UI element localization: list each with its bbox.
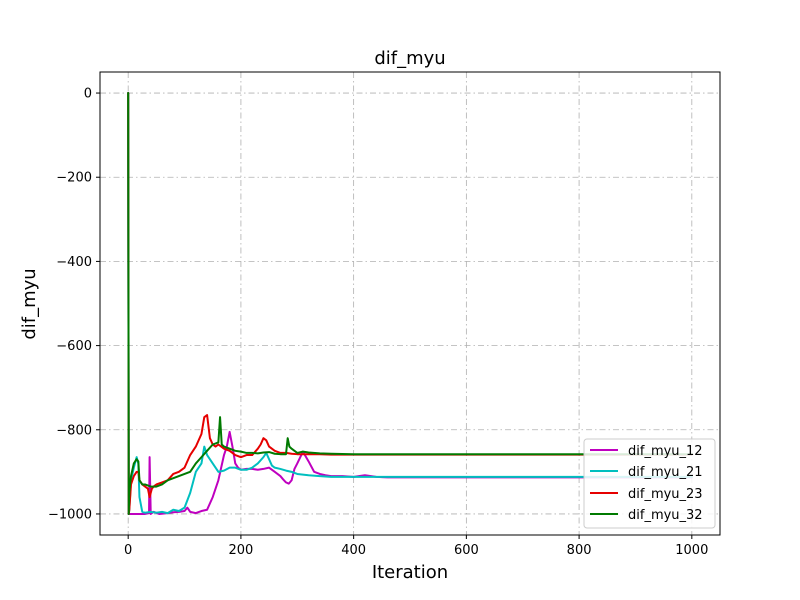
legend-entry: dif_myu_12 <box>590 444 703 459</box>
legend-entry: dif_myu_21 <box>590 465 703 480</box>
series-line-dif_myu_32 <box>127 92 693 515</box>
x-tick-label: 0 <box>124 543 132 558</box>
y-tick-label: −400 <box>56 255 92 270</box>
x-tick-label: 800 <box>567 543 592 558</box>
x-tick-label: 400 <box>341 543 366 558</box>
legend-label: dif_myu_32 <box>628 508 703 523</box>
legend: dif_myu_12 dif_myu_21 dif_myu_23 dif_myu… <box>583 438 716 529</box>
x-tick-label: 1000 <box>675 543 708 558</box>
x-tick-label: 200 <box>228 543 253 558</box>
series-lines <box>127 92 693 515</box>
legend-label: dif_myu_21 <box>628 465 703 480</box>
series-line-dif_myu_23 <box>127 92 693 515</box>
y-tick-label: −600 <box>56 339 92 354</box>
y-tick-label: −200 <box>56 171 92 186</box>
x-axis-title: Iteration <box>372 562 448 583</box>
y-axis-title: dif_myu <box>19 268 40 339</box>
series-line-dif_myu_21 <box>127 92 693 515</box>
y-tick-label: −800 <box>56 423 92 438</box>
chart-title: dif_myu <box>374 48 445 69</box>
legend-box <box>583 438 716 529</box>
y-tick-label: −1000 <box>48 507 92 522</box>
ticks: 0 200 400 600 800 1000 0 −200 −400 −600 −800 −1000 <box>48 87 708 558</box>
legend-entry: dif_myu_23 <box>590 487 703 502</box>
plot-frame <box>99 71 721 536</box>
legend-entry: dif_myu_32 <box>590 508 703 523</box>
legend-label: dif_myu_23 <box>628 487 703 502</box>
legend-label: dif_myu_12 <box>628 444 703 459</box>
x-tick-label: 600 <box>454 543 479 558</box>
y-tick-label: 0 <box>84 87 92 102</box>
